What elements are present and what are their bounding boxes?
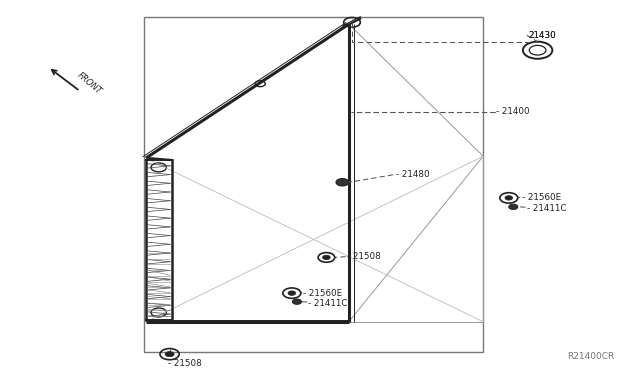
Bar [144,17,483,352]
Circle shape [509,204,518,209]
Text: - 21411C: - 21411C [527,204,566,213]
Text: - 21560E: - 21560E [303,289,342,298]
Text: R21400CR: R21400CR [567,352,614,361]
Circle shape [323,255,330,260]
Text: - 21560E: - 21560E [522,193,561,202]
Text: - 21400: - 21400 [496,107,530,116]
Circle shape [505,196,513,200]
Text: 21430: 21430 [528,31,556,40]
Text: FRONT: FRONT [76,70,103,96]
Text: - 21411C: - 21411C [308,299,348,308]
Circle shape [292,299,301,304]
Text: - 21480: - 21480 [396,170,429,179]
Text: - 21508: - 21508 [168,359,202,368]
Circle shape [165,352,174,357]
Text: - 21508: - 21508 [347,252,381,261]
Text: 21430: 21430 [528,31,556,40]
Circle shape [336,179,349,186]
Circle shape [288,291,296,295]
